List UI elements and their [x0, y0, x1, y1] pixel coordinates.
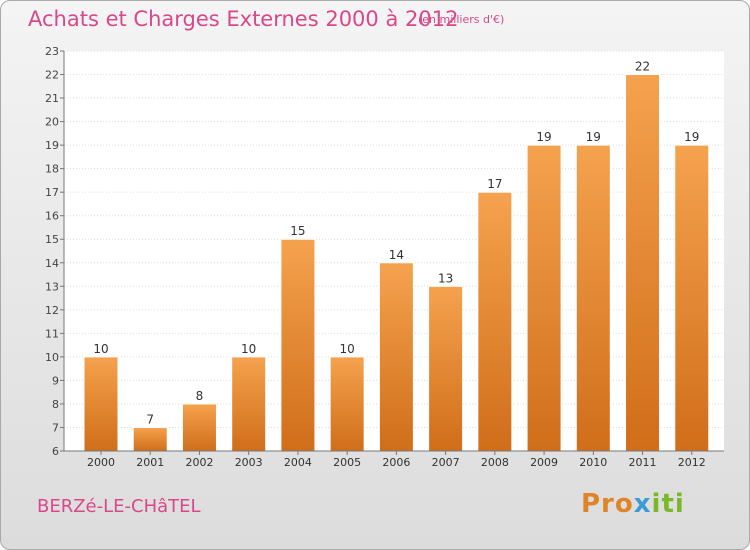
logo-part-iti: iti [651, 489, 685, 519]
y-tick-label: 8 [52, 398, 59, 411]
data-label: 19 [684, 130, 699, 144]
y-tick-label: 16 [45, 210, 59, 223]
y-tick-label: 21 [45, 92, 59, 105]
chart-title: Achats et Charges Externes 2000 à 2012 [28, 7, 459, 31]
commune-name: BERZé-LE-CHâTEL [37, 496, 201, 517]
x-tick-label: 2002 [185, 456, 213, 469]
logo-part-pro: Pro [581, 489, 634, 519]
x-tick-label: 2008 [481, 456, 509, 469]
data-label: 10 [93, 342, 108, 356]
x-tick-label: 2010 [579, 456, 607, 469]
data-label: 10 [340, 342, 355, 356]
data-label: 14 [389, 248, 404, 262]
data-label: 19 [536, 130, 551, 144]
y-tick-label: 17 [45, 186, 59, 199]
bar-2012 [674, 144, 710, 452]
y-tick-label: 18 [45, 163, 59, 176]
y-tick-label: 7 [52, 421, 59, 434]
bar-2007 [428, 285, 464, 452]
y-tick-label: 14 [45, 257, 59, 270]
bar-2003 [231, 356, 267, 452]
data-label: 13 [438, 271, 453, 285]
bar-2000 [83, 356, 119, 452]
x-axis: 2000 2001 2002 2003 2004 2005 2006 2007 2008 2009… [64, 450, 724, 469]
logo-part-x: x [633, 489, 652, 519]
data-label: 17 [487, 177, 502, 191]
y-tick-label: 23 [45, 45, 59, 58]
bars: 10 7 8 10 15 10 14 13 17 19 19 22 19 [83, 60, 710, 452]
y-axis: 6 7 8 9 10 11 12 13 14 15 16 17 18 19 20 21 22 23 [45, 45, 65, 458]
bar-2001 [132, 426, 168, 452]
x-tick-label: 2001 [136, 456, 164, 469]
x-tick-label: 2011 [629, 456, 657, 469]
y-tick-label: 11 [45, 327, 59, 340]
bar-2009 [526, 144, 562, 452]
data-label: 22 [635, 60, 650, 74]
chart-subtitle: (en milliers d'€) [418, 13, 505, 26]
y-tick-label: 6 [52, 445, 59, 458]
y-tick-label: 13 [45, 280, 59, 293]
data-label: 19 [586, 130, 601, 144]
x-tick-label: 2005 [333, 456, 361, 469]
bar-2006 [378, 262, 414, 452]
x-tick-label: 2003 [235, 456, 263, 469]
x-tick-label: 2006 [382, 456, 410, 469]
x-tick-label: 2000 [87, 456, 115, 469]
bar-2010 [575, 144, 611, 452]
y-tick-label: 15 [45, 233, 59, 246]
y-tick-label: 10 [45, 351, 59, 364]
bar-2002 [181, 403, 217, 452]
data-label: 10 [241, 342, 256, 356]
x-tick-label: 2012 [678, 456, 706, 469]
y-tick-label: 20 [45, 116, 59, 129]
data-label: 15 [290, 224, 305, 238]
bar-2008 [477, 191, 513, 452]
x-tick-label: 2009 [530, 456, 558, 469]
x-tick-label: 2004 [284, 456, 312, 469]
x-tick-label: 2007 [432, 456, 460, 469]
y-tick-label: 19 [45, 139, 59, 152]
data-label: 8 [196, 389, 204, 403]
y-tick-label: 22 [45, 69, 59, 82]
proxiti-logo: Proxiti [581, 489, 685, 519]
bar-2004 [280, 238, 316, 452]
bar-2005 [329, 356, 365, 452]
y-tick-label: 9 [52, 374, 59, 387]
data-label: 7 [146, 412, 154, 426]
y-tick-label: 12 [45, 304, 59, 317]
bar-2011 [625, 74, 661, 452]
